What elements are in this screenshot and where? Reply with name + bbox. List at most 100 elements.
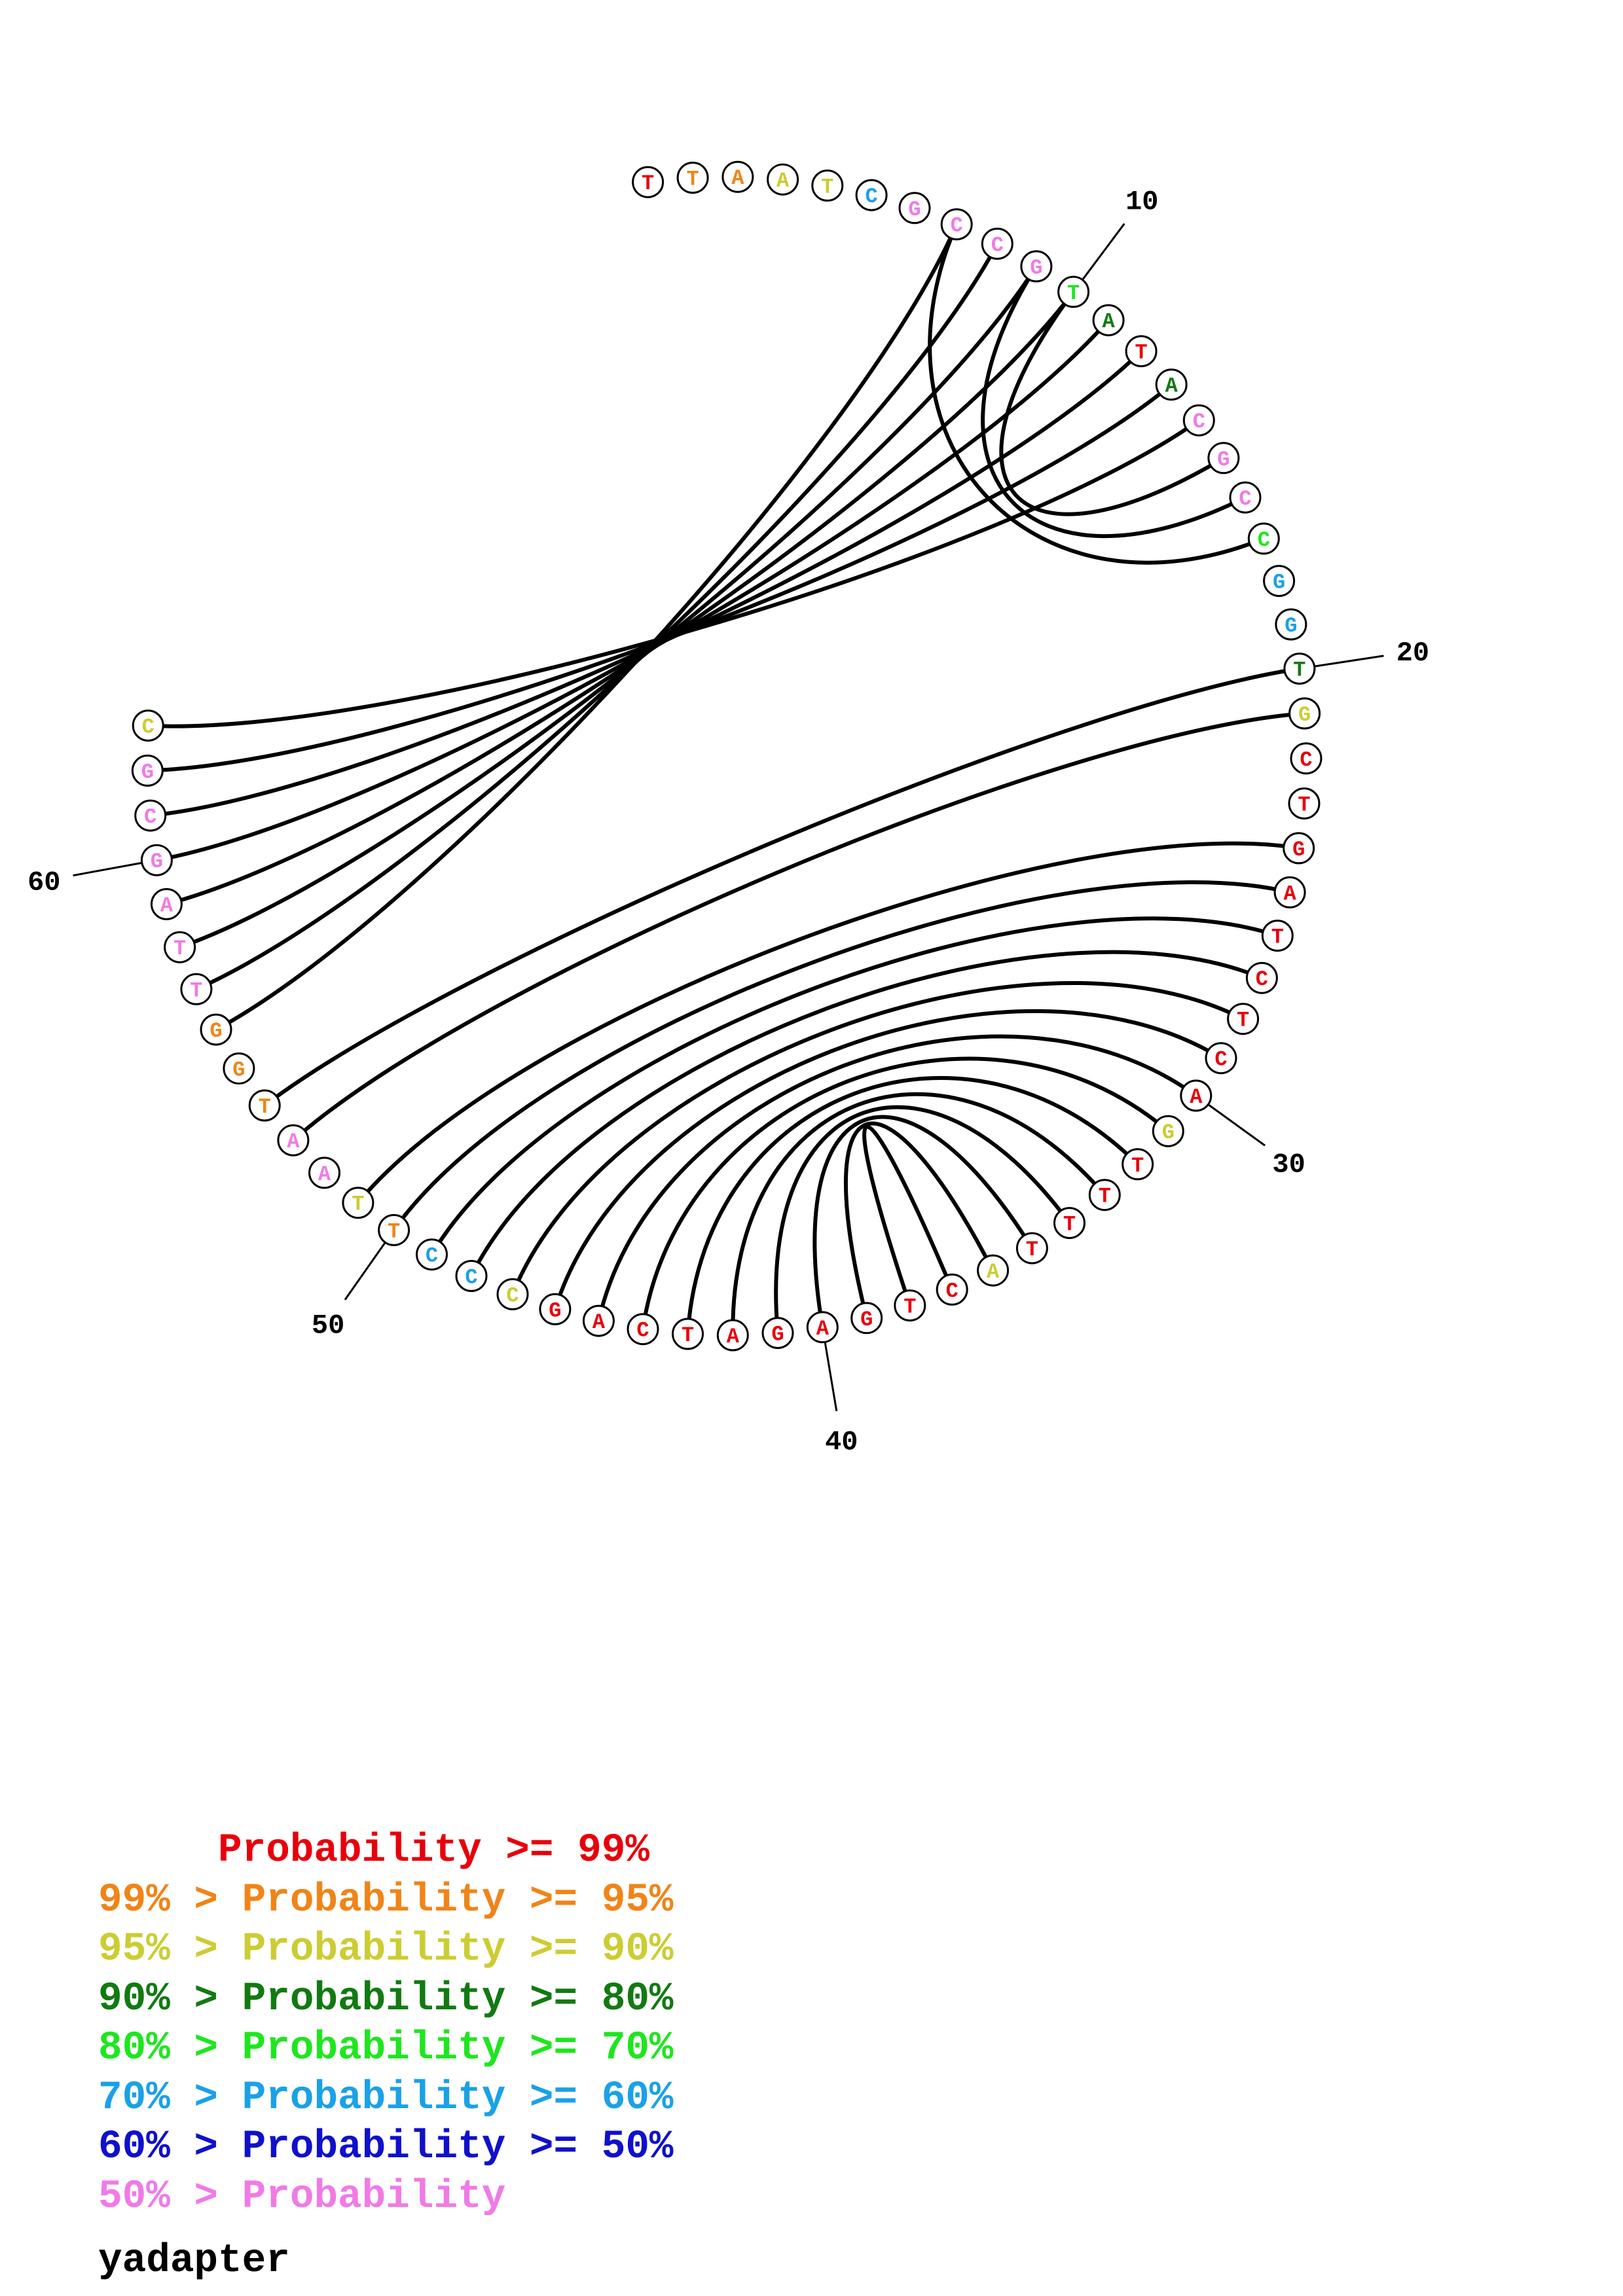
nucleotide: C (1182, 404, 1215, 437)
nucleotide-letter: T (1063, 1213, 1076, 1237)
nucleotide-circle (1227, 1003, 1260, 1035)
nucleotide-circle (1180, 1079, 1213, 1112)
nucleotide: T (1122, 1148, 1154, 1181)
nucleotide: G (1263, 565, 1296, 598)
nucleotide-circle (855, 179, 888, 211)
nucleotide: T (1088, 1179, 1121, 1211)
nucleotide-circle (1155, 368, 1188, 401)
nucleotide-circle (1122, 1148, 1154, 1181)
base-pair-arc (862, 1124, 954, 1306)
nucleotide-circle (1247, 522, 1280, 555)
nucleotide-letter: G (1217, 448, 1230, 472)
nucleotide-circle (200, 1013, 232, 1046)
nucleotide-letter: A (160, 893, 173, 918)
nucleotide-letter: G (1030, 256, 1042, 280)
nucleotide-circle (721, 160, 754, 193)
legend-row: 90% > Probability >= 80% (98, 1976, 674, 2022)
nucleotide: G (1152, 1115, 1184, 1147)
base-pair-arc (844, 1121, 995, 1319)
nucleotide: C (1247, 522, 1280, 555)
nucleotide-letter: T (1099, 1185, 1111, 1209)
position-label: 60 (27, 867, 60, 899)
nucleotide-letter: G (1273, 571, 1285, 595)
nucleotide: G (1207, 442, 1240, 475)
nucleotide-letter: T (682, 1323, 694, 1348)
nucleotide-letter: T (173, 937, 186, 961)
nucleotide: C (416, 1238, 448, 1271)
base-pair-arc (999, 291, 1225, 516)
base-pair-arcs (147, 223, 1305, 1336)
nucleotide: C (855, 179, 888, 211)
nucleotide-letter: G (771, 1323, 784, 1347)
nucleotide-letter: T (352, 1193, 364, 1217)
legend-row: 70% > Probability >= 60% (98, 2075, 674, 2121)
nucleotide-letter: T (1067, 281, 1080, 306)
nucleotides: T T A A T CGCCGTATACGCCGGTGCTGATCTCAGTTTTACTG… (131, 160, 1322, 1352)
nucleotide-circle (1053, 1207, 1085, 1240)
nucleotide-letter: T (1298, 793, 1310, 817)
nucleotide-circle (676, 162, 709, 194)
nucleotide: C (134, 799, 167, 832)
nucleotide-letter: C (1214, 1048, 1227, 1072)
position-ticks: 10 20 30 40 50 60 (27, 187, 1429, 1458)
nucleotide: C (455, 1260, 488, 1292)
nucleotide: A (721, 160, 754, 193)
base-pair-arc (641, 1056, 1170, 1330)
probability-legend: Probability >= 99% 99% > Probability >= 9… (98, 1826, 674, 2221)
nucleotide-letter: A (1102, 310, 1115, 334)
nucleotide: C (940, 208, 973, 241)
nucleotide-letter: C (506, 1283, 519, 1308)
nucleotide-letter: C (991, 233, 1004, 257)
base-pair-arc (150, 350, 1143, 818)
position-label: 50 (312, 1310, 344, 1342)
nucleotide-letter: A (593, 1310, 606, 1335)
nucleotide: T (342, 1187, 374, 1219)
nucleotide: T (1283, 653, 1316, 685)
nucleotide-circle (1288, 787, 1321, 820)
base-pair-arc (166, 291, 1076, 906)
nucleotide: T (164, 931, 196, 963)
nucleotide-circle (977, 1254, 1010, 1287)
nucleotide: G (761, 1317, 794, 1350)
nucleotide: T (1227, 1003, 1260, 1035)
nucleotide: G (1020, 250, 1053, 283)
nucleotide-circle (1245, 961, 1278, 994)
nucleotide-letter: G (1298, 703, 1311, 727)
structure-title: yadapter (98, 2238, 290, 2284)
base-pair-arc (179, 265, 1038, 950)
nucleotide: C (936, 1273, 968, 1306)
nucleotide-letter: G (1285, 614, 1297, 638)
position-tick (73, 862, 142, 877)
nucleotide: G (131, 754, 164, 787)
nucleotide: G (898, 192, 931, 224)
nucleotide: A (1092, 304, 1125, 336)
nucleotide-circle (806, 1311, 839, 1344)
nucleotide-letter: T (1135, 341, 1147, 365)
nucleotide-letter: A (776, 169, 790, 193)
nucleotide-circle (582, 1304, 615, 1337)
nucleotide-circle (1207, 442, 1240, 475)
nucleotide: A (1180, 1079, 1213, 1112)
legend-row: Probability >= 99% (98, 1828, 649, 1873)
nucleotide-circle (132, 709, 164, 742)
nucleotide: G (200, 1013, 232, 1046)
nucleotide-circle (1015, 1232, 1048, 1265)
base-pair-arc (195, 242, 999, 992)
nucleotide-circle (342, 1187, 374, 1219)
nucleotide-circle (308, 1157, 340, 1189)
nucleotide-circle (940, 208, 973, 241)
position-tick (344, 1242, 386, 1300)
nucleotide-circle (164, 931, 196, 963)
nucleotide-letter: A (727, 1325, 740, 1349)
nucleotide-circle (850, 1302, 883, 1335)
nucleotide: A (767, 163, 799, 196)
nucleotide: A (308, 1157, 340, 1189)
nucleotide: G (140, 844, 173, 876)
legend-row: 60% > Probability >= 50% (98, 2125, 674, 2170)
position-tick (1208, 1103, 1266, 1147)
nucleotide: G (539, 1293, 572, 1325)
nucleotide: A (582, 1304, 615, 1337)
nucleotide-circle (1020, 250, 1053, 283)
nucleotide-letter: T (388, 1219, 400, 1244)
